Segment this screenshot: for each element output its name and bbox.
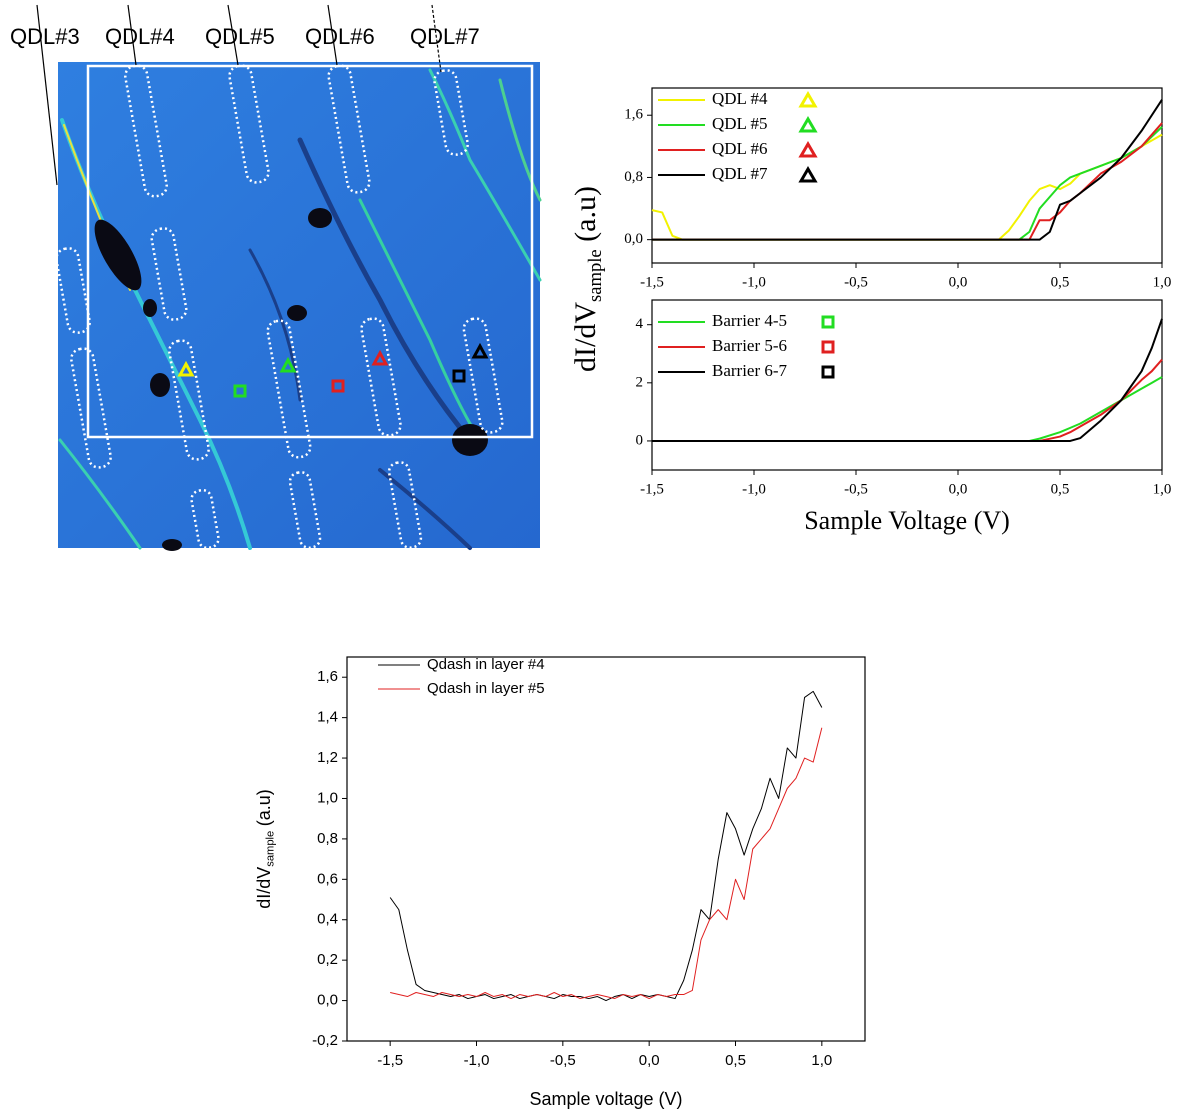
x-tick-label: 0,5 [725,1052,746,1069]
y-tick-label: -0,2 [312,1032,338,1049]
stm-image: QDL#3 QDL#4 QDL#5 QDL#6 QDL#7 [10,4,542,551]
x-tick-label: 1,0 [811,1052,832,1069]
legend-label: Barrier 5-6 [712,336,787,355]
y-axis-label-sub: sample [585,249,606,302]
x-tick-label: -0,5 [844,481,868,497]
image-label: QDL#7 [410,24,480,49]
legend-label: QDL #7 [712,164,768,183]
y-tick-label: 1,6 [317,668,338,685]
legend-label: QDL #4 [712,89,768,108]
legend-marker [798,141,818,158]
y-tick-label: 1,4 [317,709,338,726]
x-tick-label: -1,5 [640,274,664,290]
x-tick-label: 0,0 [639,1052,660,1069]
y-tick-label: 1,0 [317,789,338,806]
series-line [652,99,1163,241]
image-label: QDL#3 [10,24,80,49]
chart: -1,5 -1,0 -0,5 0,0 0,5 1,0 0 2 4 Barrier 4-5 Barri… [636,299,1172,535]
legend-label: Barrier 6-7 [712,361,788,380]
x-tick-label: -1,5 [640,481,664,497]
x-tick-label: -1,5 [377,1052,403,1069]
series-line [652,318,1163,442]
series-line [389,690,823,1002]
chart: -1,5 -1,0 -0,5 0,0 0,5 1,0 -0,2 0,0 0,2 0,4 0,6 0,8… [254,656,866,1109]
legend-marker [821,340,835,354]
x-tick-label: 0,5 [1051,481,1070,497]
y-tick-label: 0,0 [317,992,338,1009]
y-tick-label: 2 [636,374,644,390]
y-tick-label: 0,8 [624,169,643,185]
image-label: QDL#4 [105,24,175,49]
y-tick-label: 0,0 [624,231,643,247]
x-tick-label: -1,0 [464,1052,490,1069]
legend-label: QDL #5 [712,114,768,133]
x-tick-label: 1,0 [1153,481,1172,497]
image-label: QDL#6 [305,24,375,49]
x-axis-label: Sample Voltage (V) [804,506,1010,535]
series-line [652,376,1163,442]
y-tick-label: 0,4 [317,911,338,928]
x-tick-label: 0,0 [949,481,968,497]
y-axis-label: dI/dVsample (a.u) [254,789,277,909]
y-tick-label: 0,6 [317,870,338,887]
plot-frame [651,87,1163,264]
legend-label: QDL #6 [712,139,768,158]
x-tick-label: -1,0 [742,274,766,290]
y-tick-label: 0 [636,432,644,448]
y-tick-label: 1,2 [317,749,338,766]
plot-frame [346,656,866,1042]
plot-frame [651,299,1163,471]
x-axis-label: Sample voltage (V) [529,1089,682,1109]
y-axis-label-unit: (a.u) [254,789,274,826]
image-label: QDL#5 [205,24,275,49]
y-axis-label-sub: sample [264,831,276,867]
y-tick-label: 0,2 [317,951,338,968]
legend-marker [798,91,818,108]
legend-marker [798,166,818,183]
legend-marker [821,315,835,329]
y-tick-label: 4 [636,316,644,332]
y-axis-label-main: dI/dV [569,302,602,372]
x-tick-label: -1,0 [742,481,766,497]
x-tick-label: 1,0 [1153,274,1172,290]
x-tick-label: 0,0 [949,274,968,290]
y-tick-label: 1,6 [624,107,643,123]
series-line [390,727,823,1000]
x-tick-label: -0,5 [844,274,868,290]
y-axis-label-main: dI/dV [254,867,274,909]
y-tick-label: 0,8 [317,830,338,847]
legend-label: Qdash in layer #5 [427,680,545,697]
legend-label: Qdash in layer #4 [427,656,545,673]
y-axis-label-unit: (a.u) [569,186,602,242]
y-axis-label: dI/dVsample (a.u) [569,186,606,372]
legend-marker [798,116,818,133]
x-tick-label: 0,5 [1051,274,1070,290]
x-tick-label: -0,5 [550,1052,576,1069]
chart: -1,5 -1,0 -0,5 0,0 0,5 1,0 0,0 0,8 1,6 QDL #4 QDL … [569,87,1172,372]
legend-label: Barrier 4-5 [712,311,787,330]
legend-marker [821,365,835,379]
